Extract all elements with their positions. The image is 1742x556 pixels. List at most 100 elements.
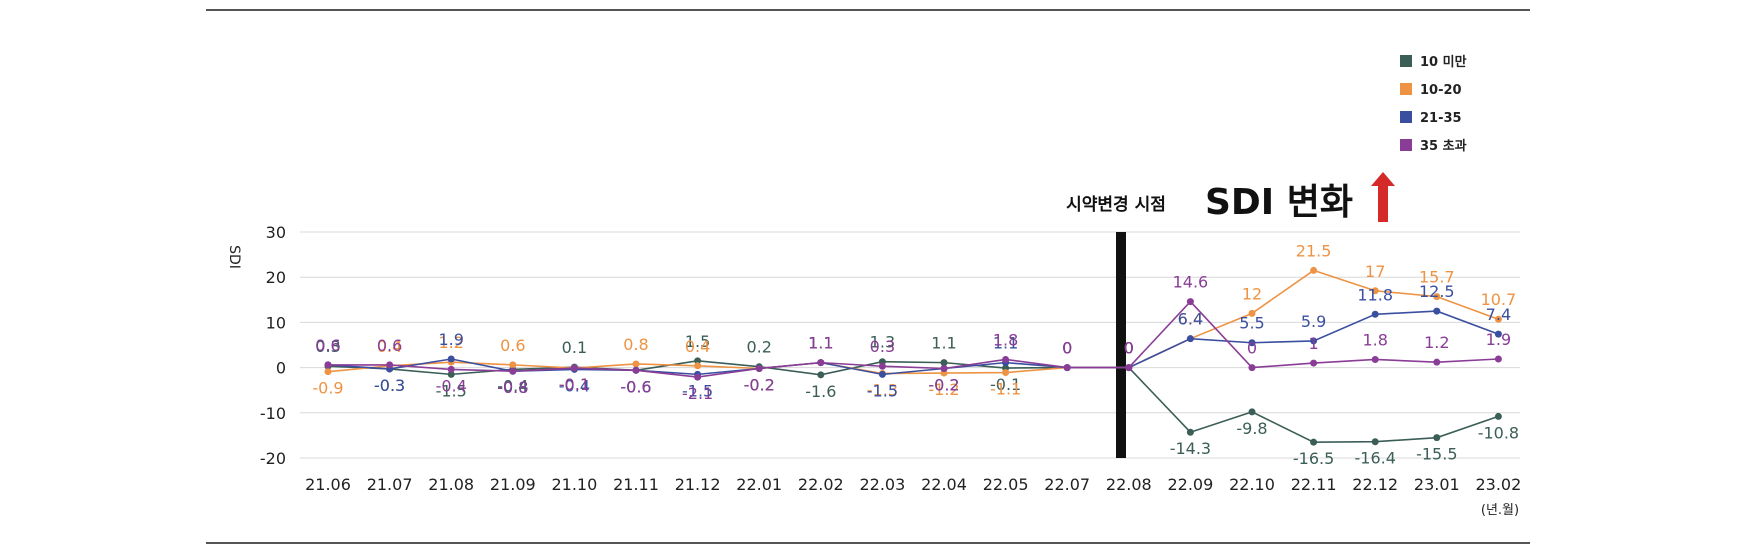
data-label: -2.1 <box>682 384 713 403</box>
legend-swatch <box>1400 55 1412 67</box>
data-label: 5.9 <box>1301 312 1326 331</box>
data-point <box>1433 358 1441 366</box>
data-point <box>817 371 825 379</box>
data-label: 0.6 <box>500 336 525 355</box>
x-tick-label: 23.02 <box>1475 475 1521 494</box>
data-label: 1.2 <box>438 333 463 352</box>
data-point <box>324 361 332 369</box>
y-tick-label: 0 <box>276 359 286 378</box>
data-label: 0.6 <box>315 336 340 355</box>
data-label: 1 <box>1309 334 1319 353</box>
data-label: 1.9 <box>438 330 463 349</box>
x-tick-label: 22.05 <box>983 475 1029 494</box>
data-label: -0.3 <box>374 376 405 395</box>
data-label: -0.1 <box>559 375 590 394</box>
data-label: 0 <box>1124 339 1134 358</box>
x-tick-label: 22.04 <box>921 475 967 494</box>
data-label: 1.2 <box>1424 333 1449 352</box>
data-point <box>1002 369 1010 377</box>
legend-label: 21-35 <box>1420 111 1462 126</box>
data-point <box>1494 355 1502 363</box>
data-label: 1.1 <box>808 334 833 353</box>
data-label: 0.6 <box>315 336 340 355</box>
data-point <box>509 367 517 375</box>
data-point <box>570 364 578 372</box>
data-label: -14.3 <box>1170 439 1211 458</box>
data-point <box>1310 438 1318 446</box>
data-label: 0.3 <box>870 337 895 356</box>
data-label: -0.9 <box>312 379 343 398</box>
legend-label: 35 초과 <box>1420 139 1467 154</box>
data-point <box>1248 408 1256 416</box>
data-point <box>1494 330 1502 338</box>
data-label: 1.9 <box>1486 330 1511 349</box>
data-point <box>1125 364 1133 372</box>
data-point <box>1248 339 1256 347</box>
data-label: 1.8 <box>1362 330 1387 349</box>
data-label: 6.4 <box>1178 310 1203 329</box>
data-point <box>878 370 886 378</box>
headline-annotation: SDI 변화 <box>1205 182 1353 223</box>
data-label: -9.8 <box>1236 419 1267 438</box>
data-point <box>755 365 763 373</box>
legend-label: 10-20 <box>1420 83 1462 98</box>
data-label: 10.7 <box>1481 290 1517 309</box>
data-label: -0.4 <box>497 376 528 395</box>
data-labels: 0.3-0.3 -1.5 -0.40.1-0.61.5 0.2-1.61.3 1.1-0… <box>312 241 1519 468</box>
data-label: 17 <box>1365 262 1385 281</box>
data-label: -0.2 <box>928 376 959 395</box>
data-point <box>1310 266 1318 274</box>
data-label: 6.4 <box>1178 310 1203 329</box>
data-point <box>1310 359 1318 367</box>
data-label: -0.2 <box>744 376 775 395</box>
data-label: 0.1 <box>562 338 587 357</box>
data-point <box>509 361 517 369</box>
bottom-rule <box>206 542 1530 544</box>
data-label: -10.8 <box>1478 423 1519 442</box>
up-arrow-icon <box>1371 172 1395 222</box>
x-tick-label: 22.01 <box>736 475 782 494</box>
data-label: -0.6 <box>620 377 651 396</box>
y-tick-label: 30 <box>266 223 286 242</box>
legend: 10 미만 10-20 21-35 35 초과 <box>1400 54 1467 154</box>
data-label: -16.4 <box>1354 449 1395 468</box>
y-tick-label: -10 <box>260 404 286 423</box>
data-label: 1.5 <box>685 332 710 351</box>
data-label: -1.5 <box>867 381 898 400</box>
x-tick-label: 22.02 <box>798 475 844 494</box>
data-point <box>324 368 332 376</box>
data-point <box>1248 309 1256 317</box>
x-tick-label: 21.06 <box>305 475 351 494</box>
x-tick-label: 22.12 <box>1352 475 1398 494</box>
data-label: 0 <box>1062 339 1072 358</box>
data-point <box>632 360 640 368</box>
data-label: -1.2 <box>928 380 959 399</box>
data-point <box>1494 412 1502 420</box>
top-rule <box>206 9 1530 11</box>
data-label: -0.6 <box>620 377 651 396</box>
data-point <box>1371 310 1379 318</box>
series-layer <box>324 266 1502 446</box>
data-label: 12 <box>1242 284 1262 303</box>
data-label: 12.5 <box>1419 282 1455 301</box>
series-line <box>328 300 1499 378</box>
data-point <box>817 359 825 367</box>
data-label: -0.1 <box>559 375 590 394</box>
data-label: 1.1 <box>993 334 1018 353</box>
data-label: -1.6 <box>805 382 836 401</box>
data-label: -0.4 <box>559 376 590 395</box>
data-label: -1.5 <box>436 381 467 400</box>
data-label: 0.3 <box>315 337 340 356</box>
data-point <box>1494 315 1502 323</box>
data-label: 0 <box>1062 339 1072 358</box>
data-label: -0.8 <box>497 378 528 397</box>
data-label: -0.8 <box>497 378 528 397</box>
data-point <box>1002 355 1010 363</box>
data-point <box>1433 293 1441 301</box>
x-tick-label: 21.12 <box>675 475 721 494</box>
data-label: 0 <box>1124 339 1134 358</box>
data-label: -1.1 <box>990 380 1021 399</box>
series-line <box>327 360 1499 443</box>
y-tick-label: 10 <box>266 313 286 332</box>
